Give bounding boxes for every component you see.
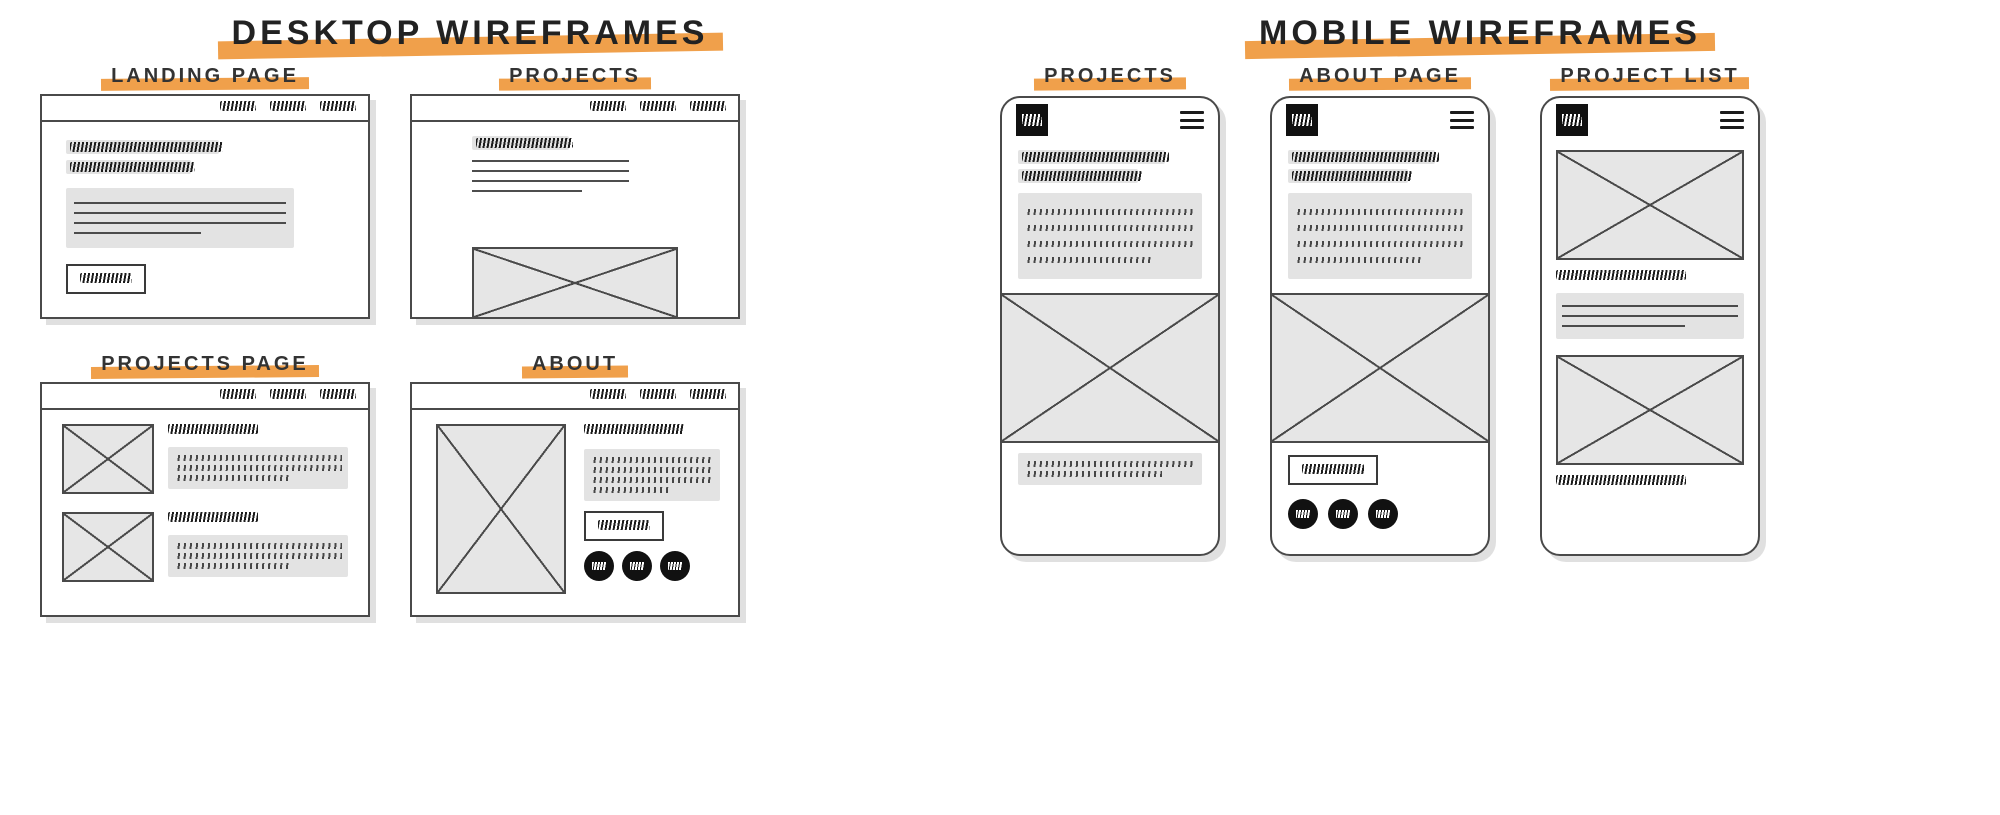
frame-label-m-project-list: PROJECT LIST — [1554, 65, 1745, 88]
nav-placeholder[interactable] — [220, 389, 356, 399]
mobile-frame-projects: PROJECTS — [1000, 65, 1220, 556]
mobile-section-title: MOBILE WIREFRAMES — [1251, 14, 1709, 53]
topbar — [42, 96, 368, 122]
project-card[interactable] — [62, 424, 348, 494]
logo-placeholder[interactable] — [1286, 104, 1318, 136]
image-placeholder — [62, 512, 154, 582]
cta-button-placeholder[interactable] — [66, 264, 146, 294]
mobile-frame-project-list: PROJECT LIST — [1540, 65, 1760, 556]
logo-placeholder[interactable] — [1556, 104, 1588, 136]
image-placeholder — [472, 247, 678, 319]
desktop-frame-projects: PROJECTS — [410, 65, 740, 319]
image-placeholder — [1002, 293, 1218, 443]
social-dot-icon[interactable] — [1288, 499, 1318, 529]
frame-label-about: ABOUT — [526, 353, 624, 376]
hamburger-icon[interactable] — [1720, 111, 1744, 129]
logo-placeholder[interactable] — [1016, 104, 1048, 136]
social-dot-icon[interactable] — [584, 551, 614, 581]
hamburger-icon[interactable] — [1450, 111, 1474, 129]
image-placeholder — [436, 424, 566, 594]
nav-placeholder[interactable] — [590, 389, 726, 399]
social-dot-icon[interactable] — [660, 551, 690, 581]
nav-placeholder[interactable] — [220, 101, 356, 111]
mobile-frame-about: ABOUT PAGE — [1270, 65, 1490, 556]
social-dot-icon[interactable] — [1368, 499, 1398, 529]
topbar — [42, 384, 368, 410]
desktop-frame-about: ABOUT — [410, 353, 740, 617]
desktop-section-title: DESKTOP WIREFRAMES — [224, 14, 717, 53]
image-placeholder — [62, 424, 154, 494]
nav-placeholder[interactable] — [590, 101, 726, 111]
cta-button-placeholder[interactable] — [584, 511, 664, 541]
topbar — [412, 96, 738, 122]
hamburger-icon[interactable] — [1180, 111, 1204, 129]
frame-label-landing: LANDING PAGE — [105, 65, 305, 88]
frame-label-projects-page: PROJECTS PAGE — [95, 353, 315, 376]
frame-label-m-about: ABOUT PAGE — [1293, 65, 1467, 88]
image-placeholder — [1556, 355, 1744, 465]
topbar — [412, 384, 738, 410]
social-icons[interactable] — [584, 551, 720, 581]
cta-button-placeholder[interactable] — [1288, 455, 1378, 485]
frame-label-m-projects: PROJECTS — [1038, 65, 1182, 88]
desktop-frame-projects-page: PROJECTS PAGE — [40, 353, 370, 617]
image-placeholder — [1556, 150, 1744, 260]
social-dot-icon[interactable] — [622, 551, 652, 581]
social-icons[interactable] — [1288, 499, 1472, 529]
social-dot-icon[interactable] — [1328, 499, 1358, 529]
frame-label-projects: PROJECTS — [503, 65, 647, 88]
project-card[interactable] — [62, 512, 348, 582]
image-placeholder — [1272, 293, 1488, 443]
desktop-frame-landing: LANDING PAGE — [40, 65, 370, 319]
